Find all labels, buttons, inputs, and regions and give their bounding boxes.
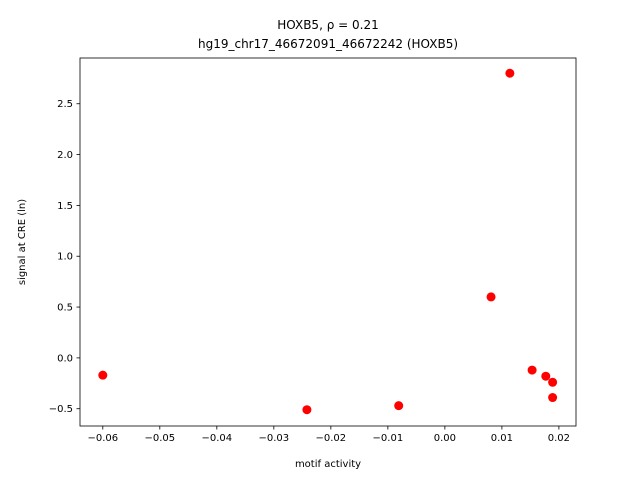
x-tick-label: 0.00 <box>434 433 456 444</box>
x-tick-label: −0.02 <box>316 433 347 444</box>
point <box>527 365 537 375</box>
y-tick-label: 0.5 <box>57 303 73 314</box>
x-tick-label: −0.05 <box>144 433 175 444</box>
y-tick-label: 1.5 <box>57 201 73 212</box>
point <box>98 370 108 380</box>
x-tick-label: 0.01 <box>491 433 513 444</box>
y-axis-label: signal at CRE (ln) <box>17 199 28 285</box>
y-tick-label: 2.0 <box>57 150 73 161</box>
point <box>486 292 496 302</box>
chart-title: HOXB5, ρ = 0.21 <box>277 18 378 32</box>
x-tick-label: −0.01 <box>373 433 404 444</box>
y-tick-label: 1.0 <box>57 252 73 263</box>
point <box>541 371 551 381</box>
point <box>548 377 558 387</box>
point <box>394 401 404 411</box>
x-tick-label: 0.02 <box>548 433 570 444</box>
x-tick-label: −0.06 <box>87 433 118 444</box>
point <box>505 68 515 78</box>
x-tick-label: −0.04 <box>201 433 232 444</box>
y-tick-label: 2.5 <box>57 99 73 110</box>
plot-frame <box>79 57 577 427</box>
y-tick-label: 0.0 <box>57 353 73 364</box>
y-tick-label: −0.5 <box>49 404 73 415</box>
chart-subtitle: hg19_chr17_46672091_46672242 (HOXB5) <box>198 37 458 51</box>
x-tick-label: −0.03 <box>259 433 290 444</box>
point <box>548 393 558 403</box>
point <box>302 405 312 415</box>
x-axis-label: motif activity <box>295 459 361 470</box>
